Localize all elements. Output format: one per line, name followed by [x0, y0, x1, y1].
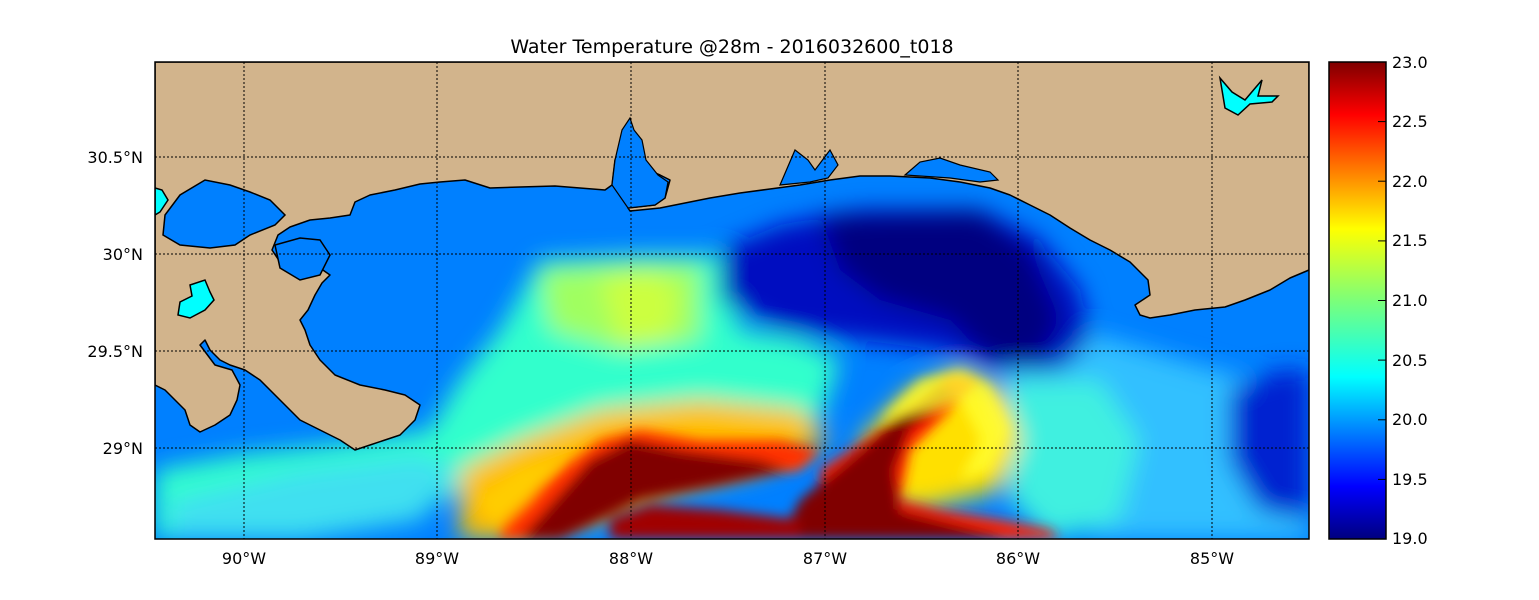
inland-lake-salvador: [177, 279, 215, 319]
inland-lake-east: [1218, 75, 1280, 116]
lat-labels: 30.5°N 30°N 29.5°N 29°N: [87, 148, 143, 458]
inland-lake-west: [155, 187, 169, 216]
map-title: Water Temperature @28m - 2016032600_t018: [510, 36, 953, 58]
colorbar-tick-label: 20.5: [1392, 351, 1428, 370]
lon-label: 88°W: [609, 549, 653, 568]
land-mass: [155, 62, 1309, 451]
colorbar-tick-label: 19.0: [1392, 529, 1428, 548]
colorbar-tick-label: 22.5: [1392, 112, 1428, 131]
choctawhatchee-bay: [903, 157, 1000, 183]
colorbar-tick-label: 21.0: [1392, 291, 1428, 310]
lat-label: 29.5°N: [87, 342, 143, 361]
temperature-field: [155, 210, 1309, 539]
lon-label: 87°W: [803, 549, 847, 568]
lat-label: 30°N: [103, 245, 143, 264]
colorbar: 23.0 22.5 22.0 21.5 21.0 20.5 20.0 19.5 …: [1328, 53, 1428, 548]
lon-label: 90°W: [222, 549, 266, 568]
lat-label: 29°N: [103, 439, 143, 458]
gridlines: [155, 62, 1309, 539]
colorbar-tick-label: 23.0: [1392, 53, 1428, 72]
colorbar-gradient: [1328, 61, 1387, 540]
lon-label: 89°W: [415, 549, 459, 568]
mobile-bay: [611, 116, 669, 209]
lat-label: 30.5°N: [87, 148, 143, 167]
colorbar-tick-label: 19.5: [1392, 470, 1428, 489]
map-panel: [155, 62, 1309, 539]
pensacola-bay: [779, 148, 839, 186]
colorbar-tick-label: 21.5: [1392, 231, 1428, 250]
map-frame: [154, 61, 1310, 540]
lake-pontchartrain: [162, 179, 287, 249]
lon-labels: 90°W 89°W 88°W 87°W 86°W 85°W: [222, 549, 1234, 568]
lake-borgne: [274, 237, 331, 281]
colorbar-tick-label: 20.0: [1392, 410, 1428, 429]
colorbar-ticks: [1378, 61, 1386, 540]
lon-label: 86°W: [996, 549, 1040, 568]
lon-label: 85°W: [1190, 549, 1234, 568]
colorbar-labels: 23.0 22.5 22.0 21.5 21.0 20.5 20.0 19.5 …: [1392, 53, 1428, 548]
colorbar-tick-label: 22.0: [1392, 172, 1428, 191]
